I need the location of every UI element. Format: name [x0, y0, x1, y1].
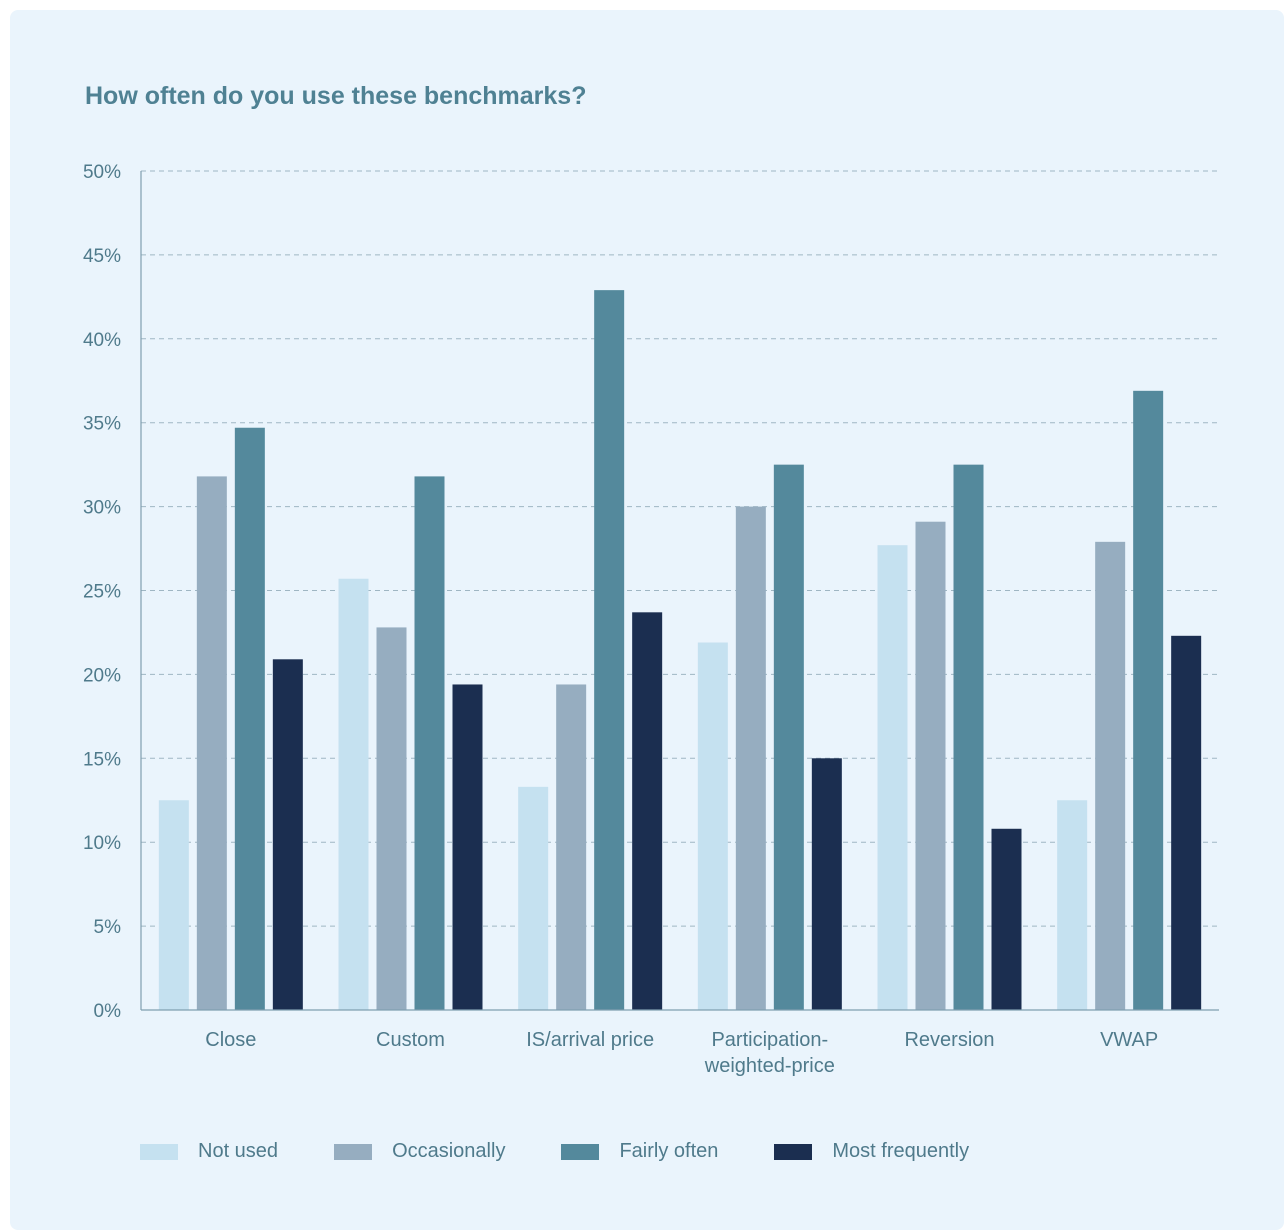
legend-label: Not used [198, 1140, 279, 1162]
bar-most-frequently [991, 828, 1022, 1010]
bar-occasionally [556, 684, 587, 1010]
bar-most-frequently [811, 758, 842, 1010]
x-tick-label: Participation- [711, 1029, 828, 1051]
bar-not-used [158, 800, 189, 1010]
bar-fairly-often [953, 464, 984, 1010]
legend-item: Fairly often [561, 1140, 718, 1163]
y-tick-label: 35% [83, 414, 121, 435]
bar-most-frequently [1171, 635, 1202, 1010]
y-axis-ticks: 0% 5% 10% 15% 20% 25% 30% 35% 40% 45% 50% [83, 162, 121, 1022]
bar-not-used [518, 786, 549, 1010]
x-tick-label: Reversion [904, 1029, 994, 1051]
legend-swatch [774, 1143, 813, 1160]
legend-item: Most frequently [774, 1140, 969, 1163]
y-tick-label: 25% [83, 582, 121, 603]
legend: Not used Occasionally Fairly often Most fre… [140, 1140, 1025, 1163]
bar-occasionally [1095, 541, 1126, 1010]
y-tick-label: 20% [83, 665, 121, 686]
x-axis-ticks: Close Custom IS/arrival price Participation… [205, 1029, 1158, 1077]
bar-fairly-often [234, 427, 265, 1010]
bar-occasionally [376, 627, 407, 1010]
y-tick-label: 15% [83, 749, 121, 770]
bar-occasionally [915, 521, 946, 1010]
bar-occasionally [735, 506, 766, 1010]
y-tick-label: 45% [83, 246, 121, 267]
legend-swatch [140, 1143, 178, 1160]
bars [158, 290, 1202, 1010]
chart-title: How often do you use these benchmarks? [85, 82, 587, 110]
y-tick-label: 40% [83, 330, 121, 351]
bar-most-frequently [452, 684, 483, 1010]
bar-not-used [697, 642, 728, 1010]
legend-swatch [334, 1143, 373, 1160]
bar-not-used [1057, 800, 1088, 1010]
legend-item: Occasionally [334, 1140, 505, 1163]
bar-most-frequently [272, 659, 303, 1010]
bar-fairly-often [594, 290, 625, 1010]
bar-not-used [877, 545, 908, 1010]
y-tick-label: 30% [83, 498, 121, 519]
bar-fairly-often [773, 464, 804, 1010]
legend-label: Most frequently [832, 1140, 970, 1162]
x-tick-label: IS/arrival price [526, 1029, 654, 1051]
bar-fairly-often [1133, 390, 1164, 1010]
y-tick-label: 10% [83, 833, 121, 854]
x-tick-label: Custom [376, 1029, 445, 1051]
legend-item: Not used [140, 1140, 278, 1163]
legend-label: Fairly often [619, 1140, 719, 1162]
bar-not-used [338, 578, 369, 1010]
y-tick-label: 5% [94, 917, 122, 938]
axes [140, 171, 1219, 1011]
x-tick-label: VWAP [1100, 1029, 1158, 1051]
bar-fairly-often [414, 476, 445, 1010]
y-tick-label: 50% [83, 162, 121, 183]
bar-occasionally [196, 476, 227, 1010]
legend-swatch [561, 1143, 600, 1160]
y-tick-label: 0% [94, 1001, 122, 1022]
x-tick-label: weighted-price [704, 1055, 835, 1077]
bar-most-frequently [632, 612, 663, 1010]
legend-label: Occasionally [392, 1140, 506, 1162]
x-tick-label: Close [205, 1029, 256, 1051]
